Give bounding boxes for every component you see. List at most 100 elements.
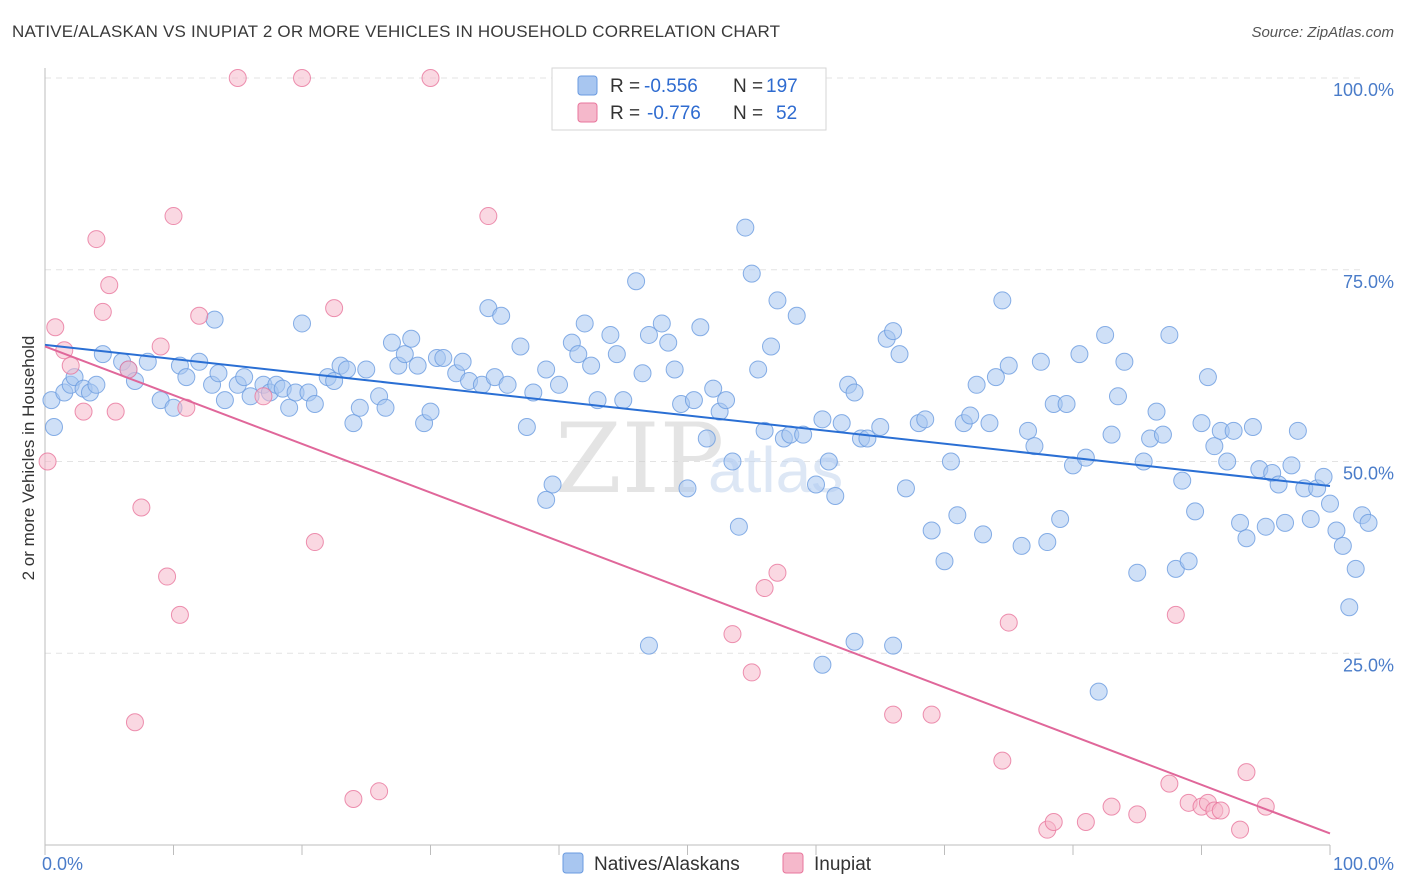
point-0-130: [1025, 437, 1044, 456]
point-0-171: [1301, 510, 1320, 529]
point-0-111: [884, 322, 903, 341]
point-0-104: [832, 414, 851, 433]
point-1-3: [61, 356, 80, 375]
point-0-158: [1218, 452, 1237, 471]
legend-r-value-inupiat: -0.776: [647, 103, 701, 124]
point-1-48: [1237, 763, 1256, 782]
point-0-103: [826, 487, 845, 506]
point-1-36: [1044, 812, 1063, 831]
point-1-12: [151, 337, 170, 356]
point-0-123: [974, 525, 993, 544]
bottom-legend-label-natives[interactable]: Natives/Alaskans: [594, 854, 740, 875]
point-0-141: [1102, 425, 1121, 444]
point-0-64: [543, 475, 562, 494]
point-0-85: [704, 379, 723, 398]
watermark-zip: ZIP: [555, 403, 724, 515]
point-1-25: [421, 69, 440, 87]
point-1-0: [38, 452, 57, 471]
chart-source: Source: ZipAtlas.com: [1251, 24, 1394, 41]
point-0-148: [1153, 425, 1172, 444]
point-1-31: [884, 705, 903, 724]
point-0-31: [293, 314, 311, 333]
legend-swatch-inupiat: [577, 102, 598, 123]
point-0-39: [350, 398, 369, 417]
legend-box: [551, 67, 827, 131]
point-0-88: [723, 452, 742, 471]
watermark: ZIP atlas: [555, 403, 843, 515]
point-0-164: [1256, 517, 1275, 536]
point-0-134: [1051, 510, 1070, 529]
point-1-20: [293, 69, 311, 87]
point-0-68: [575, 314, 594, 333]
point-1-39: [1128, 805, 1147, 824]
point-0-155: [1198, 368, 1217, 387]
point-1-14: [164, 207, 183, 226]
point-0-79: [665, 360, 684, 379]
point-0-73: [614, 391, 633, 410]
watermark-atlas: atlas: [708, 434, 843, 506]
point-0-43: [382, 333, 401, 352]
bottom-legend-swatch-inupiat[interactable]: [782, 852, 804, 874]
point-0-132: [1038, 533, 1057, 552]
point-0-91: [742, 264, 761, 283]
point-1-17: [190, 306, 209, 325]
point-0-145: [1134, 452, 1153, 471]
point-0-95: [768, 291, 787, 310]
point-0-33: [305, 394, 324, 413]
point-0-23: [235, 368, 254, 387]
point-0-128: [1012, 536, 1031, 555]
point-0-119: [948, 506, 967, 525]
point-0-181: [537, 490, 556, 509]
point-1-38: [1102, 797, 1121, 816]
point-0-98: [787, 306, 806, 325]
legend-n-value-inupiat: 52: [776, 103, 797, 124]
trend-line-0: [44, 343, 1331, 488]
point-0-84: [697, 429, 716, 448]
point-0-129: [1019, 421, 1038, 440]
point-0-53: [453, 352, 472, 371]
point-0-40: [357, 360, 376, 379]
bottom-legend-label-inupiat[interactable]: Inupiat: [814, 854, 872, 875]
point-0-76: [639, 325, 658, 344]
y-tick-label-2: 50.0%: [1343, 464, 1394, 484]
point-0-47: [408, 356, 427, 375]
point-1-10: [125, 713, 144, 732]
point-0-160: [1231, 513, 1250, 532]
point-0-16: [177, 368, 196, 387]
point-0-182: [639, 636, 658, 655]
y-axis-label: 2 or more Vehicles in Household: [19, 336, 38, 581]
point-1-1: [46, 318, 65, 337]
point-0-67: [569, 345, 588, 364]
point-0-169: [1288, 421, 1307, 440]
point-1-22: [325, 299, 344, 318]
point-1-33: [993, 751, 1012, 770]
bottom-legend-swatch-natives[interactable]: [562, 852, 584, 874]
point-0-72: [607, 345, 626, 364]
point-0-183: [813, 655, 832, 674]
point-1-4: [74, 402, 93, 421]
point-1-46: [1211, 801, 1230, 820]
point-1-18: [228, 69, 247, 87]
point-0-115: [916, 410, 935, 429]
trend-line-1: [44, 345, 1331, 835]
point-0-61: [517, 417, 536, 436]
point-0-167: [1276, 513, 1295, 532]
point-1-28: [742, 663, 761, 682]
point-1-41: [1166, 605, 1185, 624]
point-0-94: [762, 337, 781, 356]
point-0-100: [807, 475, 825, 494]
point-0-112: [890, 345, 909, 364]
point-0-71: [601, 325, 620, 344]
point-0-178: [1346, 559, 1365, 578]
point-0-118: [941, 452, 960, 471]
legend-r-value-natives: -0.556: [644, 76, 698, 97]
point-0-113: [896, 479, 915, 498]
point-0-135: [1057, 394, 1076, 413]
point-0-162: [1243, 417, 1262, 436]
point-0-127: [999, 356, 1018, 375]
point-0-173: [1314, 467, 1333, 486]
point-0-153: [1186, 502, 1205, 521]
legend-r-label-natives: R =: [610, 76, 640, 97]
point-0-65: [550, 375, 568, 394]
point-1-24: [370, 782, 389, 801]
